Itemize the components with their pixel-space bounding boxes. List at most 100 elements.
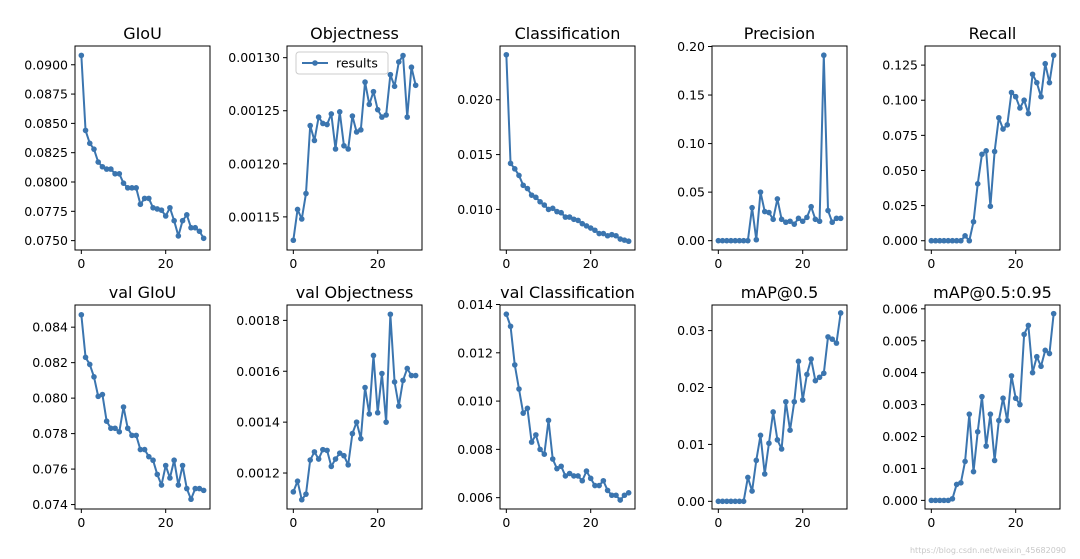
- data-point: [740, 237, 747, 244]
- data-point: [613, 232, 619, 239]
- data-point: [715, 237, 722, 244]
- data-point: [1004, 122, 1011, 128]
- y-tick-label: 0.000: [882, 493, 918, 508]
- data-point: [362, 384, 368, 391]
- y-tick-label: 0.01: [677, 437, 705, 452]
- subplot-6: val GIoU 0.074 0.076 0.078 0.080 0.082 0.084 0 2…: [32, 283, 211, 530]
- data-point: [579, 220, 586, 227]
- data-point: [358, 127, 364, 133]
- subplot-8: val Classification 0.006 0.008 0.010 0.012 0.…: [457, 283, 636, 530]
- data-point: [192, 224, 199, 231]
- data-point: [723, 498, 730, 505]
- data-point: [1034, 79, 1040, 86]
- y-tick-label: 0.014: [457, 297, 493, 312]
- data-point: [1050, 52, 1057, 59]
- data-point: [812, 377, 819, 384]
- data-point: [774, 196, 781, 202]
- data-point: [795, 215, 802, 222]
- x-tick-label: 0: [502, 515, 510, 530]
- data-point: [192, 485, 199, 492]
- data-point: [332, 146, 339, 152]
- data-point: [1000, 126, 1006, 132]
- data-point: [99, 163, 106, 170]
- y-tick-label: 0.078: [32, 426, 68, 441]
- data-point: [146, 453, 152, 460]
- data-point: [732, 498, 738, 505]
- y-tick-label: 0.0850: [24, 116, 68, 131]
- data-point: [108, 166, 114, 172]
- data-point: [507, 160, 514, 167]
- data-point: [1021, 331, 1027, 338]
- y-tick-label: 0.080: [32, 391, 68, 406]
- y-tick-label: 0.0014: [236, 415, 280, 430]
- data-point: [604, 487, 611, 494]
- data-point: [983, 443, 989, 449]
- data-point: [1000, 395, 1006, 402]
- y-tick-label: 0.025: [882, 198, 918, 213]
- data-point: [1046, 350, 1053, 357]
- data-point: [979, 151, 985, 158]
- x-tick-label: 0: [502, 256, 510, 271]
- data-point: [116, 429, 123, 435]
- data-point: [511, 166, 518, 172]
- data-point: [974, 181, 981, 187]
- data-point: [374, 106, 381, 113]
- data-point: [184, 212, 190, 218]
- y-tick-label: 0.012: [457, 345, 493, 360]
- data-point: [412, 82, 419, 89]
- data-point: [158, 482, 165, 488]
- y-tick-label: 0.005: [882, 333, 918, 348]
- data-point: [396, 59, 402, 65]
- data-point: [1042, 347, 1049, 354]
- y-tick-label: 0.075: [882, 128, 918, 143]
- x-tick-label: 0: [77, 515, 85, 530]
- data-point: [783, 398, 789, 405]
- data-point: [778, 446, 785, 452]
- data-point: [715, 498, 722, 505]
- data-point: [1017, 105, 1023, 111]
- data-point: [596, 482, 602, 489]
- data-point: [941, 237, 947, 244]
- data-point: [736, 237, 743, 244]
- axes-frame: [286, 45, 423, 251]
- data-point: [103, 418, 110, 424]
- data-point: [141, 446, 148, 453]
- y-tick-label: 0.015: [457, 147, 493, 162]
- data-point: [1008, 373, 1015, 379]
- data-point: [562, 214, 569, 220]
- data-point: [936, 237, 943, 244]
- data-point: [520, 410, 526, 416]
- data-point: [833, 215, 840, 222]
- data-point: [99, 391, 106, 398]
- data-point: [332, 456, 339, 462]
- y-tick-label: 0.003: [882, 397, 918, 412]
- data-point: [524, 185, 531, 192]
- data-point: [571, 216, 577, 223]
- subplot-7: val Objectness 0.0012 0.0014 0.0016 0.0018 0 2…: [236, 283, 423, 530]
- data-point: [928, 237, 935, 244]
- data-point: [545, 206, 552, 213]
- x-tick-label: 0: [714, 256, 722, 271]
- data-point: [503, 51, 510, 58]
- x-tick-label: 20: [370, 256, 386, 271]
- y-tick-label: 0.125: [882, 58, 918, 73]
- y-tick-label: 0.03: [677, 323, 705, 338]
- subplot-title: mAP@0.5: [741, 283, 819, 302]
- data-point: [112, 170, 118, 177]
- data-point: [103, 166, 110, 172]
- data-point: [799, 397, 806, 403]
- data-point: [154, 206, 161, 212]
- data-point: [370, 352, 377, 359]
- data-point: [1029, 369, 1036, 376]
- subplot-title: Recall: [969, 24, 1017, 43]
- data-point: [829, 219, 836, 226]
- data-point: [171, 457, 177, 464]
- data-point: [1012, 93, 1019, 100]
- x-tick-label: 20: [795, 256, 811, 271]
- data-point: [808, 356, 814, 362]
- data-point: [723, 237, 730, 244]
- data-point: [294, 478, 301, 484]
- y-tick-label: 0.006: [457, 490, 493, 505]
- data-point: [124, 425, 131, 432]
- data-point: [816, 374, 823, 381]
